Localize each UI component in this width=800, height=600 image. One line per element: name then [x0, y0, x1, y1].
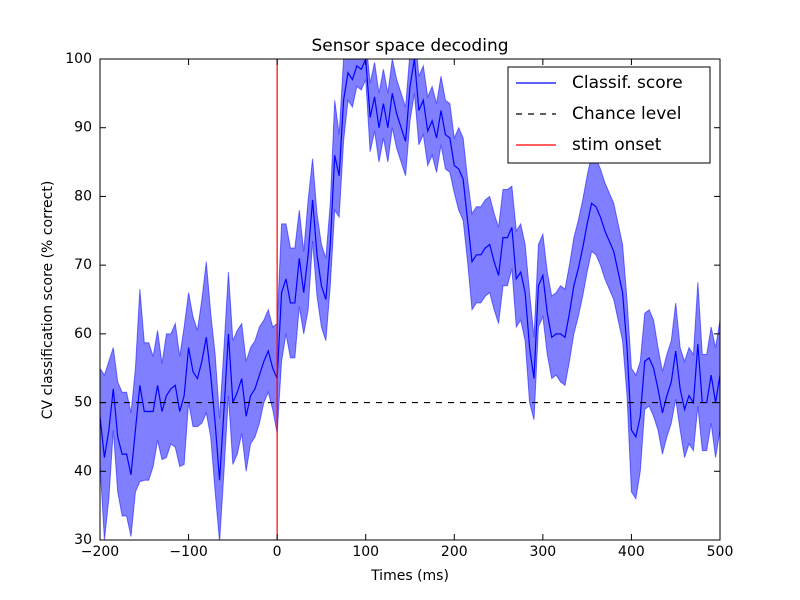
y-tick-label: 80	[74, 188, 92, 204]
y-tick-label: 30	[74, 532, 92, 548]
y-tick-label: 50	[74, 395, 92, 411]
y-tick-label: 90	[74, 120, 92, 136]
x-tick-label: 400	[618, 544, 645, 560]
y-tick-label: 70	[74, 257, 92, 273]
line	[100, 59, 720, 481]
legend-label: Chance level	[572, 104, 681, 124]
plot-area	[100, 59, 720, 540]
x-tick-label: −200	[81, 544, 119, 560]
axes-frame	[99, 58, 721, 541]
y-tick-label: 40	[74, 463, 92, 479]
x-axis-label: Times (ms)	[370, 568, 449, 584]
error-band	[100, 59, 720, 540]
x-tick-label: 100	[352, 544, 379, 560]
x-tick-label: −100	[169, 544, 207, 560]
x-tick-label: 0	[273, 544, 282, 560]
x-tick-label: 300	[529, 544, 556, 560]
legend-label: Classif. score	[572, 73, 683, 93]
y-tick-label: 60	[74, 326, 92, 342]
y-tick-label: 100	[65, 51, 92, 67]
y-axis-label: CV classification score (% correct)	[40, 181, 56, 420]
axes: −200 −100 0 100 200 300 400 500 30 40 50 60 70 80 90 10…	[65, 51, 733, 560]
x-tick-label: 500	[707, 544, 734, 560]
legend: Classif. score Chance level stim onset	[507, 66, 711, 164]
x-tick-label: 200	[441, 544, 468, 560]
legend-label: stim onset	[572, 135, 662, 155]
chart-title: Sensor space decoding	[311, 36, 508, 56]
